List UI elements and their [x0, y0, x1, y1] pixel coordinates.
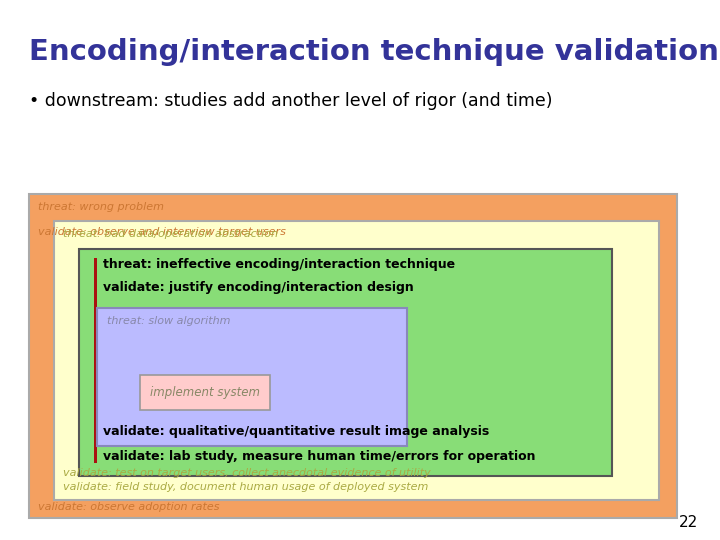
Text: threat: wrong problem: threat: wrong problem [38, 202, 164, 213]
Text: Encoding/interaction technique validation: Encoding/interaction technique validatio… [29, 38, 719, 66]
Text: 22: 22 [679, 515, 698, 530]
Text: implement system: implement system [150, 386, 260, 400]
Bar [97, 308, 407, 445]
Bar [29, 194, 677, 518]
Bar [94, 258, 97, 463]
Bar [140, 375, 270, 410]
Text: • downstream: studies add another level of rigor (and time): • downstream: studies add another level … [29, 92, 552, 110]
Text: validate: field study, document human usage of deployed system: validate: field study, document human us… [63, 482, 428, 492]
Text: threat: slow algorithm: threat: slow algorithm [107, 316, 230, 326]
Text: validate: lab study, measure human time/errors for operation: validate: lab study, measure human time/… [103, 450, 536, 463]
Text: validate: qualitative/quantitative result image analysis: validate: qualitative/quantitative resul… [103, 426, 489, 438]
Text: threat: ineffective encoding/interaction technique: threat: ineffective encoding/interaction… [103, 258, 455, 271]
Text: validate: observe and interview target users: validate: observe and interview target u… [38, 227, 286, 237]
Text: validate: observe adoption rates: validate: observe adoption rates [38, 502, 220, 512]
Bar [79, 249, 612, 476]
Bar [54, 221, 659, 500]
Text: validate: justify encoding/interaction design: validate: justify encoding/interaction d… [103, 281, 414, 294]
Text: threat: bad data/operation abstraction: threat: bad data/operation abstraction [63, 229, 279, 239]
Text: validate: test on target users, collect anecdotal evidence of utility: validate: test on target users, collect … [63, 468, 431, 478]
